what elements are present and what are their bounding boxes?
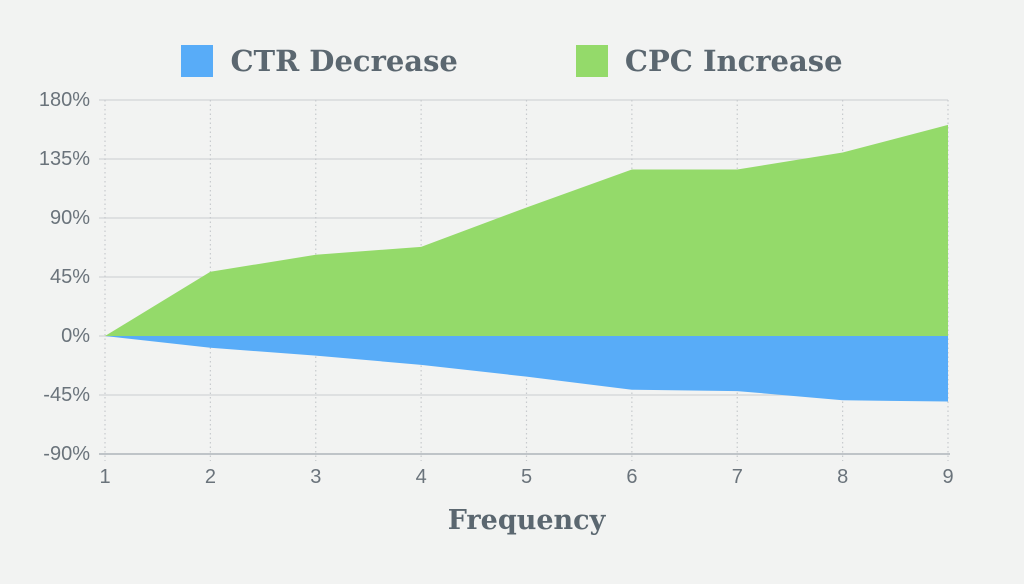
y-axis-tick-label: 135% <box>38 148 90 170</box>
chart-legend: CTR Decrease CPC Increase <box>0 44 1024 78</box>
legend-label: CPC Increase <box>624 44 843 78</box>
x-axis-tick-label: 8 <box>837 466 849 488</box>
x-axis-tick-label: 9 <box>942 466 954 488</box>
legend-swatch <box>181 45 214 77</box>
x-axis-title: Frequency <box>447 505 606 536</box>
area-ctr-decrease <box>105 336 948 402</box>
x-axis-tick-label: 6 <box>626 466 638 488</box>
x-axis-tick-label: 7 <box>731 466 743 488</box>
x-axis-tick-label: 1 <box>99 466 111 488</box>
legend-item-cpc-increase[interactable]: CPC Increase <box>575 44 843 78</box>
legend-swatch <box>575 45 608 77</box>
legend-item-ctr-decrease[interactable]: CTR Decrease <box>181 44 458 78</box>
y-axis-tick-label: -90% <box>43 443 90 465</box>
legend-label: CTR Decrease <box>230 44 458 78</box>
x-axis-tick-label: 2 <box>204 466 216 488</box>
x-axis-tick-label: 3 <box>310 466 322 488</box>
y-axis-tick-label: 45% <box>49 266 90 288</box>
y-axis-tick-label: -45% <box>43 384 90 406</box>
x-axis-tick-label: 5 <box>520 466 533 488</box>
area-cpc-increase <box>105 124 948 337</box>
y-axis-tick-label: 180% <box>38 89 90 111</box>
y-axis-tick-label: 0% <box>61 325 90 347</box>
y-axis-tick-label: 90% <box>49 207 90 229</box>
x-axis-tick-label: 4 <box>415 466 427 488</box>
